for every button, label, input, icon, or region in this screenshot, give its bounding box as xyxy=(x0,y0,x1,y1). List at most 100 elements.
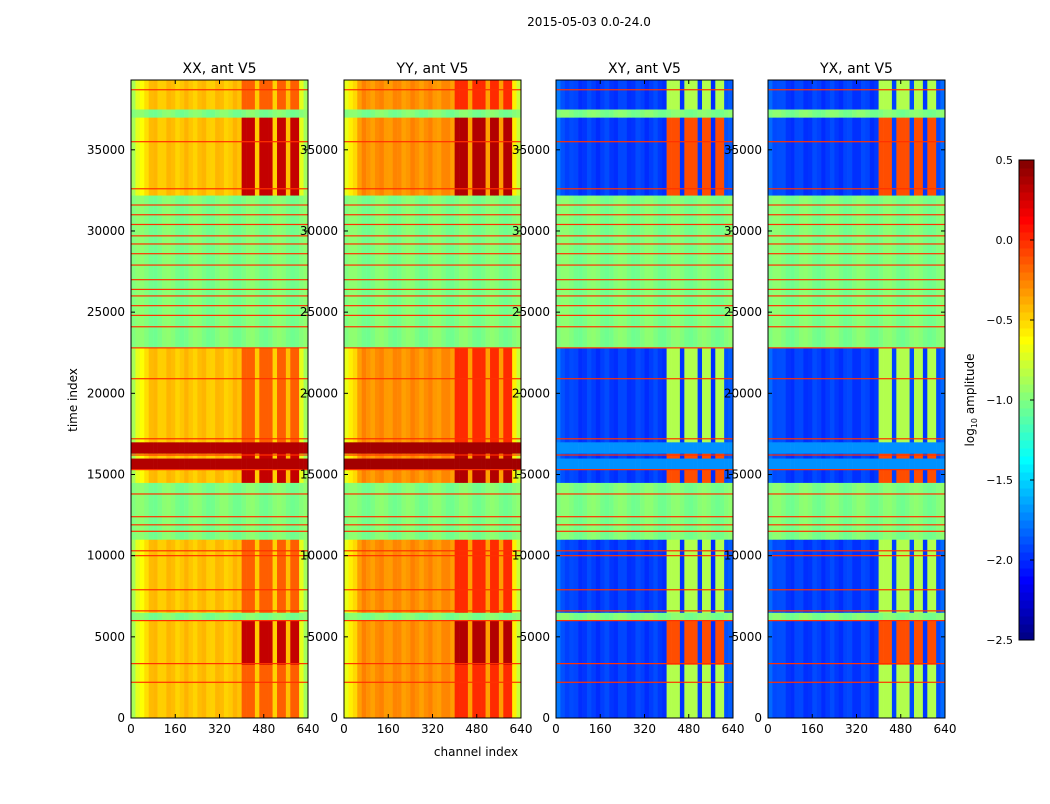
heatmap-cell xyxy=(139,612,145,621)
heatmap-cell xyxy=(940,325,946,349)
heatmap-cell xyxy=(878,539,884,613)
heatmap-cell xyxy=(679,458,685,470)
heatmap-cell xyxy=(259,117,265,196)
heatmap-cell xyxy=(503,325,509,349)
heatmap-cell xyxy=(148,469,154,483)
heatmap-cell xyxy=(666,469,672,483)
heatmap-cell xyxy=(785,80,791,110)
heatmap-cell xyxy=(463,539,469,613)
heatmap-cell xyxy=(586,539,592,613)
heatmap-cell xyxy=(450,539,455,613)
heatmap-cell xyxy=(772,442,778,454)
heatmap-cell xyxy=(860,195,866,326)
heatmap-cell xyxy=(781,469,786,483)
heatmap-cell xyxy=(344,117,349,196)
flagged-line xyxy=(768,235,945,237)
heatmap-cell xyxy=(157,482,163,540)
heatmap-cell xyxy=(564,620,570,665)
heatmap-cell xyxy=(383,469,389,483)
heatmap-cell xyxy=(299,195,304,326)
heatmap-cell xyxy=(201,80,207,110)
heatmap-cell xyxy=(277,442,282,454)
heatmap-cell xyxy=(507,442,513,454)
heatmap-cell xyxy=(790,469,795,483)
heatmap-cell xyxy=(383,612,389,621)
heatmap-cell xyxy=(693,482,698,540)
heatmap-cell xyxy=(263,195,269,326)
heatmap-cell xyxy=(697,612,703,621)
heatmap-cell xyxy=(445,620,451,665)
heatmap-cell xyxy=(445,664,451,719)
heatmap-cell xyxy=(197,539,203,613)
heatmap-cell xyxy=(139,195,145,326)
heatmap-cell xyxy=(250,442,256,454)
heatmap-cell xyxy=(516,347,522,443)
heatmap-cell xyxy=(250,453,256,459)
colorbar-segment xyxy=(1019,328,1034,337)
heatmap-cell xyxy=(821,347,826,443)
x-tick-label: 160 xyxy=(801,722,824,736)
heatmap-cell xyxy=(428,109,433,118)
heatmap-cell xyxy=(498,109,504,118)
heatmap-cell xyxy=(215,347,220,443)
heatmap-cell xyxy=(936,325,941,349)
heatmap-cell xyxy=(277,620,282,665)
heatmap-cell xyxy=(157,539,163,613)
heatmap-cell xyxy=(246,347,251,443)
heatmap-cell xyxy=(573,469,579,483)
heatmap-cell xyxy=(241,458,247,470)
heatmap-cell xyxy=(719,453,725,459)
heatmap-cell xyxy=(450,117,455,196)
heatmap-cell xyxy=(432,482,438,540)
heatmap-cell xyxy=(432,109,438,118)
heatmap-cell xyxy=(847,469,853,483)
heatmap-cell xyxy=(450,458,455,470)
heatmap-cell xyxy=(940,195,946,326)
heatmap-cell xyxy=(476,442,482,454)
heatmap-cell xyxy=(303,117,309,196)
heatmap-cell xyxy=(507,620,513,665)
heatmap-cell xyxy=(201,539,207,613)
heatmap-cell xyxy=(131,325,136,349)
heatmap-cell xyxy=(516,469,522,483)
heatmap-cell xyxy=(445,482,451,540)
colorbar-segment xyxy=(1019,272,1034,281)
heatmap-cell xyxy=(679,482,685,540)
heatmap-cell xyxy=(290,458,296,470)
heatmap-cell xyxy=(724,539,729,613)
heatmap-cell xyxy=(697,469,703,483)
panel-title: YX, ant V5 xyxy=(819,61,893,77)
heatmap-cell xyxy=(626,347,632,443)
heatmap-cell xyxy=(232,458,238,470)
heatmap-cell xyxy=(573,453,579,459)
heatmap-cell xyxy=(250,482,256,540)
heatmap-cell xyxy=(481,482,486,540)
heatmap-cell xyxy=(860,442,866,454)
heatmap-cell xyxy=(357,458,362,470)
heatmap-cell xyxy=(512,482,517,540)
heatmap-cell xyxy=(454,664,460,719)
heatmap-cell xyxy=(131,664,136,719)
heatmap-cell xyxy=(476,347,482,443)
heatmap-cell xyxy=(472,442,478,454)
heatmap-cell xyxy=(490,469,495,483)
heatmap-cell xyxy=(161,109,167,118)
heatmap-cell xyxy=(896,664,902,719)
heatmap-cell xyxy=(564,458,570,470)
heatmap-cell xyxy=(803,539,809,613)
heatmap-cell xyxy=(931,612,937,621)
colorbar-segment xyxy=(1019,280,1034,289)
heatmap-cell xyxy=(715,195,721,326)
heatmap-cell xyxy=(595,80,601,110)
heatmap-cell xyxy=(450,664,455,719)
heatmap-cell xyxy=(428,458,433,470)
heatmap-cell xyxy=(299,109,304,118)
heatmap-cell xyxy=(768,325,773,349)
heatmap-cell xyxy=(476,453,482,459)
heatmap-cell xyxy=(192,620,198,665)
heatmap-cell xyxy=(891,612,897,621)
heatmap-cell xyxy=(768,347,773,443)
heatmap-cell xyxy=(648,453,654,459)
heatmap-cell xyxy=(401,347,407,443)
panel-title: YY, ant V5 xyxy=(396,61,469,77)
